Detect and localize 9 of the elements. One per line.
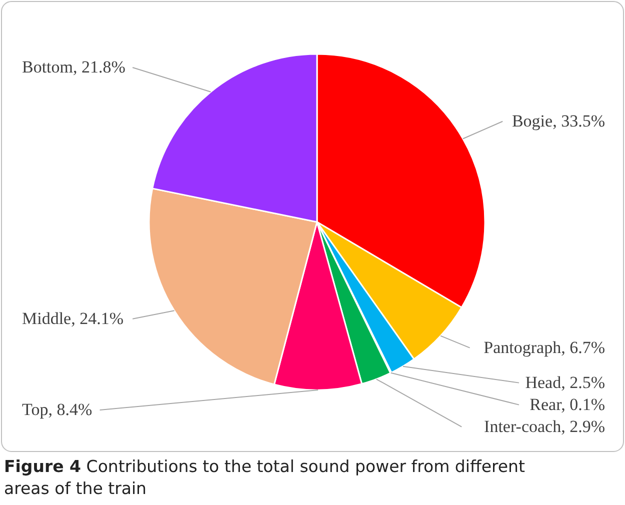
text: Figure 4 Contributions to the total sound power from different areas of the train bbox=[4, 457, 526, 498]
slice-label: Pantograph, 6.7% bbox=[484, 338, 605, 357]
slice-label: Inter-coach, 2.9% bbox=[484, 416, 605, 436]
slice-label: Head, 2.5% bbox=[525, 372, 605, 392]
slice-label: Bogie, 33.5% bbox=[512, 111, 605, 130]
slice-label: Middle, 24.1% bbox=[22, 308, 124, 328]
slice-label: Rear, 0.1% bbox=[530, 394, 605, 414]
slice-label: Bottom, 21.8% bbox=[22, 58, 126, 77]
slice-label: Top, 8.4% bbox=[22, 400, 92, 419]
